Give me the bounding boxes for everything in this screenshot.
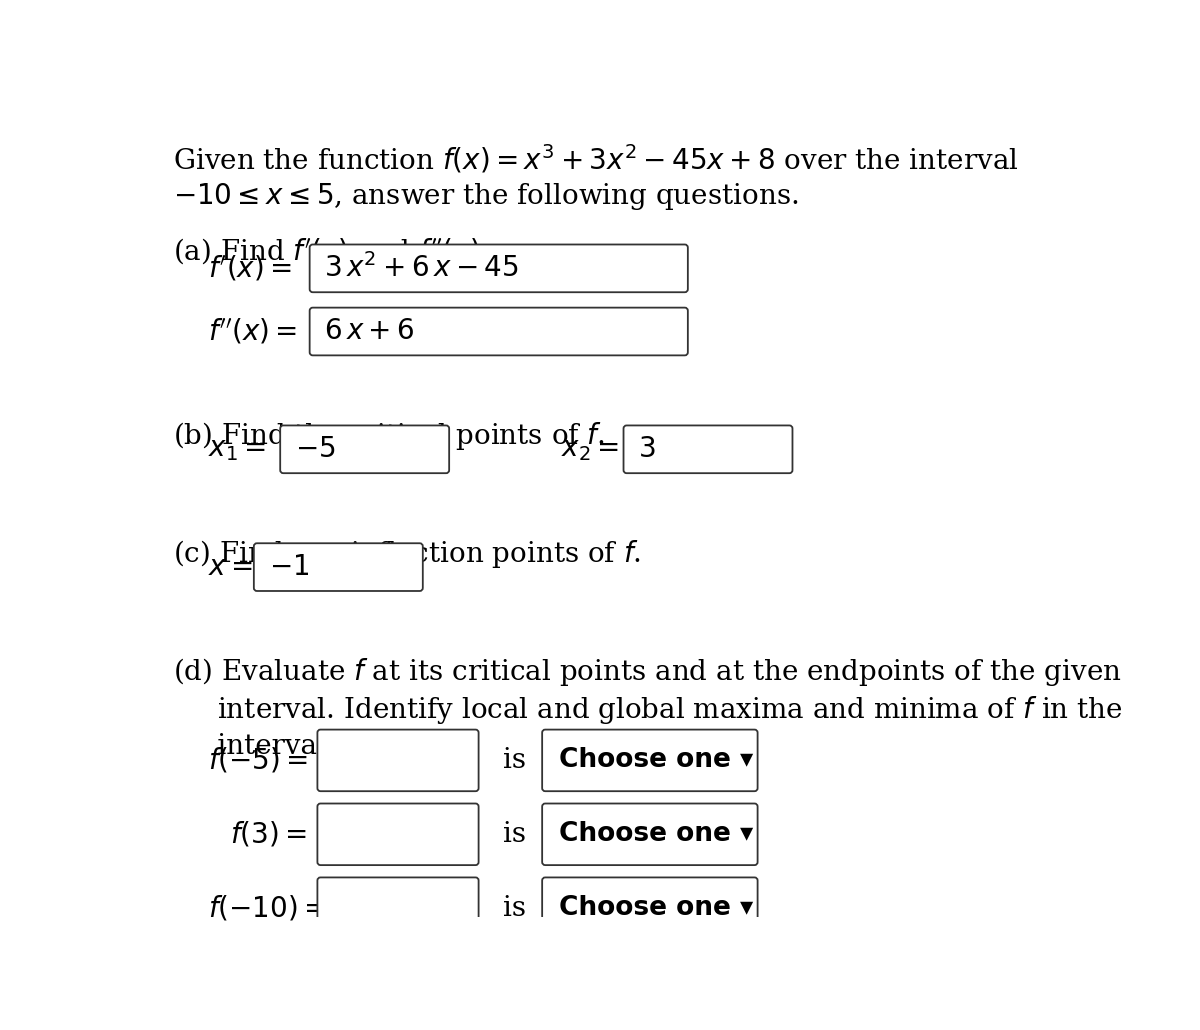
FancyBboxPatch shape [624,425,792,473]
Text: (d) Evaluate $f$ at its critical points and at the endpoints of the given: (d) Evaluate $f$ at its critical points … [173,656,1122,688]
Text: $3$: $3$ [638,436,655,462]
FancyBboxPatch shape [310,244,688,293]
Text: $x_2 =$: $x_2 =$ [560,436,619,462]
Text: $-10 \leq x \leq 5$, answer the following questions.: $-10 \leq x \leq 5$, answer the followin… [173,181,799,212]
Text: Given the function $f(x) = x^3 + 3x^2 - 45x + 8$ over the interval: Given the function $f(x) = x^3 + 3x^2 - … [173,143,1019,176]
Text: Choose one ▾: Choose one ▾ [559,821,754,848]
Text: is: is [503,821,526,848]
FancyBboxPatch shape [310,308,688,355]
Text: interval. Identify local and global maxima and minima of $f$ in the: interval. Identify local and global maxi… [173,694,1123,726]
Text: Choose one ▾: Choose one ▾ [559,895,754,921]
Text: $x =$: $x =$ [208,553,253,581]
Text: $f(3) =$: $f(3) =$ [230,820,307,849]
FancyBboxPatch shape [542,803,757,865]
Text: is: is [503,747,526,774]
FancyBboxPatch shape [281,425,449,473]
Text: $f'(x) =$: $f'(x) =$ [208,253,292,283]
FancyBboxPatch shape [317,803,479,865]
Text: (a) Find $f'(x)$ and $f''(x)$.: (a) Find $f'(x)$ and $f''(x)$. [173,237,488,267]
Text: $-5$: $-5$ [295,436,336,462]
FancyBboxPatch shape [317,878,479,939]
FancyBboxPatch shape [542,729,757,791]
Text: (b) Find the critical points of $f$.: (b) Find the critical points of $f$. [173,420,605,452]
Text: $f''(x) =$: $f''(x) =$ [208,317,298,346]
Text: is: is [503,895,526,922]
Text: $x_1 =$: $x_1 =$ [208,436,266,462]
Text: $6\,x + 6$: $6\,x + 6$ [324,318,415,345]
Text: $f(-10) =$: $f(-10) =$ [208,894,326,923]
FancyBboxPatch shape [254,543,422,591]
Text: interval.: interval. [173,732,335,760]
FancyBboxPatch shape [542,878,757,939]
Text: $-1$: $-1$ [269,553,308,581]
Text: (c) Find any inflection points of $f$.: (c) Find any inflection points of $f$. [173,538,641,570]
FancyBboxPatch shape [317,729,479,791]
Text: $3\,x^2 + 6\,x - 45$: $3\,x^2 + 6\,x - 45$ [324,253,520,283]
Text: $f(-5) =$: $f(-5) =$ [208,746,308,775]
Text: Choose one ▾: Choose one ▾ [559,748,754,774]
